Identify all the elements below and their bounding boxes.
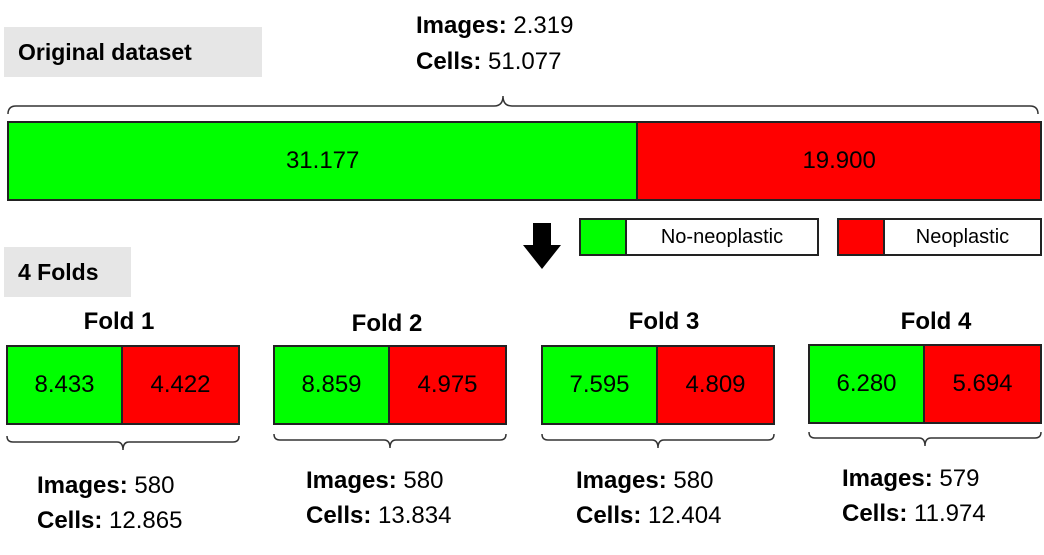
fold-1-neoplastic-value: 4.422 bbox=[150, 371, 211, 398]
fold-2-cells-label: Cells: bbox=[306, 502, 372, 529]
fold-2-images-label: Images: bbox=[306, 467, 397, 494]
original-no-neoplastic-segment: 31.177 bbox=[9, 123, 639, 199]
fold-4-cells-value: 11.974 bbox=[914, 500, 986, 527]
original-images-label: Images: bbox=[416, 12, 507, 39]
fold-1-brace bbox=[6, 435, 240, 451]
fold-2-no-neoplastic-segment: 8.859 bbox=[275, 347, 390, 423]
legend-no-neoplastic-label: No-neoplastic bbox=[660, 225, 784, 248]
fold-4-no-neoplastic-segment: 6.280 bbox=[810, 346, 925, 422]
fold-3-title: Fold 3 bbox=[628, 308, 700, 335]
fold-2-cells-stat: Cells: 13.834 bbox=[306, 498, 451, 533]
fold-4-bar: 6.280 5.694 bbox=[808, 344, 1042, 424]
original-dataset-label-text: Original dataset bbox=[18, 38, 192, 65]
fold-2-bar: 8.859 4.975 bbox=[273, 345, 507, 425]
original-brace bbox=[7, 95, 1039, 115]
fold-1-cells-label: Cells: bbox=[37, 507, 103, 534]
fold-1-bar: 8.433 4.422 bbox=[6, 345, 240, 425]
fold-4-no-neoplastic-value: 6.280 bbox=[836, 370, 897, 397]
fold-3-images-label: Images: bbox=[576, 467, 667, 494]
original-cells-stat: Cells: 51.077 bbox=[416, 44, 561, 79]
fold-2-title: Fold 2 bbox=[351, 310, 423, 337]
fold-3-no-neoplastic-segment: 7.595 bbox=[543, 347, 658, 423]
fold-2-images-stat: Images: 580 bbox=[306, 463, 443, 498]
legend-no-neoplastic-swatch bbox=[581, 220, 627, 254]
fold-3-brace bbox=[541, 433, 775, 449]
fold-1-no-neoplastic-segment: 8.433 bbox=[8, 347, 123, 423]
fold-3-cells-label: Cells: bbox=[576, 502, 642, 529]
fold-1-images-stat: Images: 580 bbox=[37, 468, 174, 503]
fold-2-neoplastic-segment: 4.975 bbox=[390, 347, 505, 423]
fold-4-cells-label: Cells: bbox=[842, 500, 908, 527]
fold-3-neoplastic-value: 4.809 bbox=[685, 371, 746, 398]
fold-4-neoplastic-segment: 5.694 bbox=[925, 346, 1040, 422]
original-neoplastic-value: 19.900 bbox=[802, 147, 876, 174]
fold-3-images-stat: Images: 580 bbox=[576, 463, 713, 498]
legend-neoplastic-swatch bbox=[839, 220, 885, 254]
fold-2-images-value: 580 bbox=[403, 467, 444, 494]
fold-4-images-stat: Images: 579 bbox=[842, 461, 979, 496]
fold-2-no-neoplastic-value: 8.859 bbox=[301, 371, 362, 398]
fold-3-cells-value: 12.404 bbox=[648, 502, 722, 529]
fold-1-images-label: Images: bbox=[37, 472, 128, 499]
fold-3-no-neoplastic-value: 7.595 bbox=[569, 371, 630, 398]
original-cells-value: 51.077 bbox=[488, 48, 562, 75]
original-neoplastic-segment: 19.900 bbox=[638, 123, 1040, 199]
fold-1-cells-stat: Cells: 12.865 bbox=[37, 503, 182, 538]
original-images-stat: Images: 2.319 bbox=[416, 8, 573, 43]
original-dataset-bar: 31.177 19.900 bbox=[7, 121, 1042, 201]
fold-4-brace bbox=[808, 431, 1042, 447]
folds-label-text: 4 Folds bbox=[18, 258, 99, 285]
fold-1-cells-value: 12.865 bbox=[109, 507, 183, 534]
legend-no-neoplastic: No-neoplastic bbox=[579, 218, 819, 256]
fold-1-no-neoplastic-value: 8.433 bbox=[34, 371, 95, 398]
fold-4-cells-stat: Cells: 11.974 bbox=[842, 496, 986, 531]
fold-4-neoplastic-value: 5.694 bbox=[952, 370, 1013, 397]
fold-1-images-value: 580 bbox=[134, 472, 175, 499]
original-images-value: 2.319 bbox=[513, 12, 574, 39]
fold-4-images-label: Images: bbox=[842, 465, 933, 492]
original-cells-label: Cells: bbox=[416, 48, 482, 75]
fold-3-cells-stat: Cells: 12.404 bbox=[576, 498, 721, 533]
original-no-neoplastic-value: 31.177 bbox=[285, 147, 360, 174]
fold-4-title: Fold 4 bbox=[900, 308, 972, 335]
fold-4-images-value: 579 bbox=[939, 465, 980, 492]
fold-3-neoplastic-segment: 4.809 bbox=[658, 347, 773, 423]
fold-1-neoplastic-segment: 4.422 bbox=[123, 347, 238, 423]
fold-1-title: Fold 1 bbox=[83, 308, 155, 335]
folds-label: 4 Folds bbox=[4, 247, 131, 297]
original-dataset-label: Original dataset bbox=[4, 27, 262, 77]
legend-neoplastic: Neoplastic bbox=[837, 218, 1042, 256]
down-arrow-icon bbox=[523, 223, 561, 269]
fold-3-images-value: 580 bbox=[673, 467, 714, 494]
fold-3-bar: 7.595 4.809 bbox=[541, 345, 775, 425]
fold-2-cells-value: 13.834 bbox=[378, 502, 452, 529]
fold-2-brace bbox=[273, 433, 507, 449]
fold-2-neoplastic-value: 4.975 bbox=[417, 371, 478, 398]
legend-neoplastic-label: Neoplastic bbox=[915, 225, 1010, 248]
